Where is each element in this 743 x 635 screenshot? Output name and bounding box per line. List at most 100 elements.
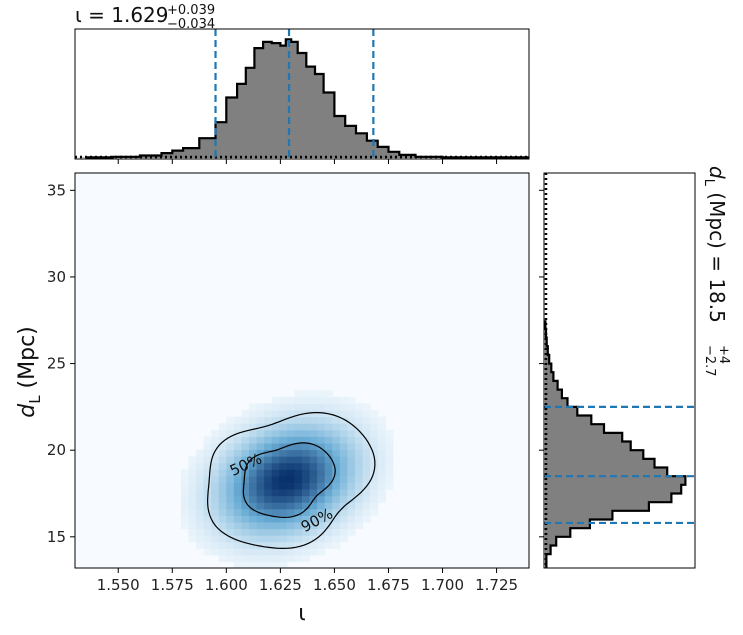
density-cell [309,475,318,484]
density-cell [271,449,280,457]
density-cell [317,475,326,484]
density-cell [264,429,273,437]
density-cell [241,416,250,424]
density-cell [271,462,280,470]
density-cell [264,462,273,470]
density-cell [339,528,348,536]
density-cell [279,475,288,484]
density-cell [339,429,348,437]
density-cell [339,442,348,451]
density-cell [279,521,288,530]
density-cell [324,416,333,424]
density-cell [271,456,280,464]
density-cell [302,429,311,437]
density-cell [377,436,386,444]
density-cell [180,515,190,523]
density-cell [309,469,318,477]
density-cell [385,429,394,437]
density-cell [279,535,288,543]
density-cell [249,495,258,503]
density-cell [196,508,205,516]
density-cell [377,495,386,503]
density-cell [279,561,288,568]
density-cell [241,449,250,457]
density-cell [362,489,371,497]
density-cell [249,436,258,444]
density-cell [317,410,326,418]
density-cell [279,429,288,437]
density-cell [279,410,288,418]
density-cell [241,456,250,464]
density-cell [332,489,341,497]
density-cell [286,469,296,477]
density-cell [218,469,227,477]
density-cell [309,410,318,418]
density-cell [302,535,311,543]
density-cell [339,416,348,424]
density-cell [180,482,190,490]
density-cell [370,495,379,503]
density-cell [233,469,243,477]
density-cell [180,489,190,497]
iota-histogram [75,38,529,159]
density-cell [218,489,227,497]
density-cell [249,429,258,437]
density-cell [385,482,394,490]
density-cell [271,442,280,451]
density-cell [279,495,288,503]
density-cell [324,462,333,470]
density-cell [317,442,326,451]
density-cell [324,423,333,431]
density-cell [233,423,243,431]
density-cell [196,489,205,497]
density-cell [324,495,333,503]
density-cell [249,548,258,556]
density-cell [241,502,250,510]
density-cell [264,449,273,457]
density-cell [347,396,356,405]
density-cell [249,423,258,431]
density-cell [233,475,243,484]
density-cell [211,436,220,444]
density-cell [362,403,371,411]
density-cell [294,475,303,484]
density-cell [302,489,311,497]
density-cell [324,535,333,543]
density-cell [294,429,303,437]
density-cell [241,475,250,484]
density-cell [354,449,364,457]
density-cell [226,456,235,464]
density-cell [196,462,205,470]
density-cell [286,502,296,510]
density-cell [339,449,348,457]
density-cell [271,561,280,568]
dl-quantile-lines [544,405,695,525]
density-cell [211,449,220,457]
density-cell [362,416,371,424]
density-cell [377,475,386,484]
density-cell [188,475,197,484]
density-cell [249,554,258,563]
density-cell [286,554,296,563]
density-cell [302,554,311,563]
x-tick-label: 1.625 [259,576,302,594]
x-tick-label: 1.675 [367,576,410,594]
density-cell [294,462,303,470]
density-cell [188,521,197,530]
density-cell [249,410,258,418]
density-cell [233,482,243,490]
density-cell [264,423,273,431]
density-cell [264,548,273,556]
density-cell [302,423,311,431]
density-cell [249,482,258,490]
density-cell [294,403,303,411]
dl-hist-fill [545,320,686,568]
density-cell [309,449,318,457]
density-cell [370,410,379,418]
density-cell [279,515,288,523]
density-cell [294,535,303,543]
density-cell [233,535,243,543]
density-cell [264,502,273,510]
density-cell [332,515,341,523]
density-cell [226,475,235,484]
